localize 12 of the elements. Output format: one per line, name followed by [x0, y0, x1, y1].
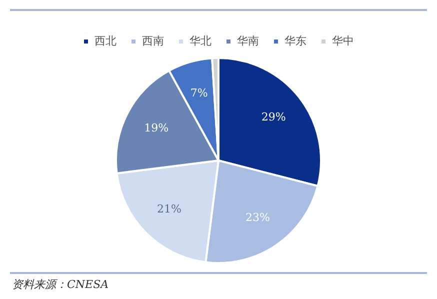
text: 资料来源：CNESA — [12, 277, 109, 292]
data-label: 19% — [144, 122, 169, 135]
legend-label: 西北 — [94, 34, 116, 48]
data-label: 23% — [245, 211, 270, 224]
data-label: 29% — [261, 110, 286, 124]
legend-label: 西南 — [142, 34, 164, 48]
legend-label: 华北 — [190, 34, 212, 48]
legend-label: 华东 — [284, 34, 306, 48]
legend-label: 华中 — [332, 34, 354, 48]
legend-label: 华南 — [237, 34, 259, 48]
data-label: 21% — [156, 202, 182, 216]
data-label: 7% — [190, 86, 208, 100]
